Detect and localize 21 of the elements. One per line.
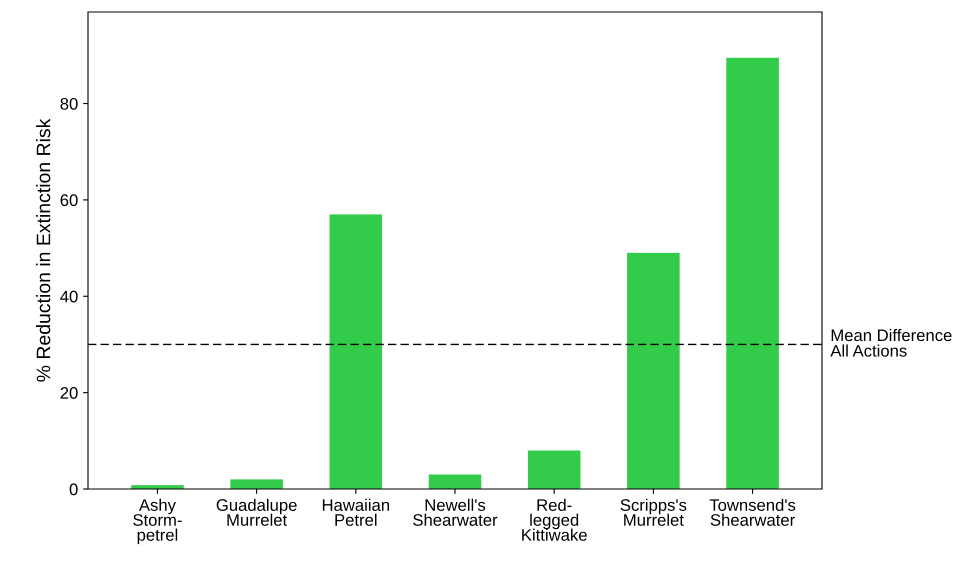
bar <box>528 450 580 489</box>
bar <box>627 252 680 489</box>
bar <box>428 474 482 489</box>
x-tick-label: Red- legged Kittiwake <box>522 498 587 541</box>
y-tick-label: 0 <box>70 483 78 496</box>
y-tick-label: 40 <box>60 290 78 302</box>
y-tick-label: 60 <box>60 194 78 206</box>
x-tick-label: Hawaiian Petrel <box>322 498 390 526</box>
ref-line-label: Mean Difference All Actions <box>830 328 952 357</box>
bar <box>230 479 283 489</box>
bar <box>131 485 184 489</box>
y-axis-title: % Reduction in Extinction Risk <box>36 118 50 382</box>
y-tick-label: 80 <box>60 98 78 110</box>
x-tick-label: Guadalupe Murrelet <box>216 498 297 526</box>
x-tick-label: Newell's Shearwater <box>413 498 498 526</box>
x-tick-label: Townsend's Shearwater <box>710 498 796 526</box>
bar <box>330 214 382 489</box>
x-tick-label: Ashy Storm- petrel <box>133 498 182 544</box>
x-tick-label: Scripps's Murrelet <box>620 498 686 526</box>
bar <box>726 58 779 489</box>
y-tick-label: 20 <box>60 387 78 399</box>
